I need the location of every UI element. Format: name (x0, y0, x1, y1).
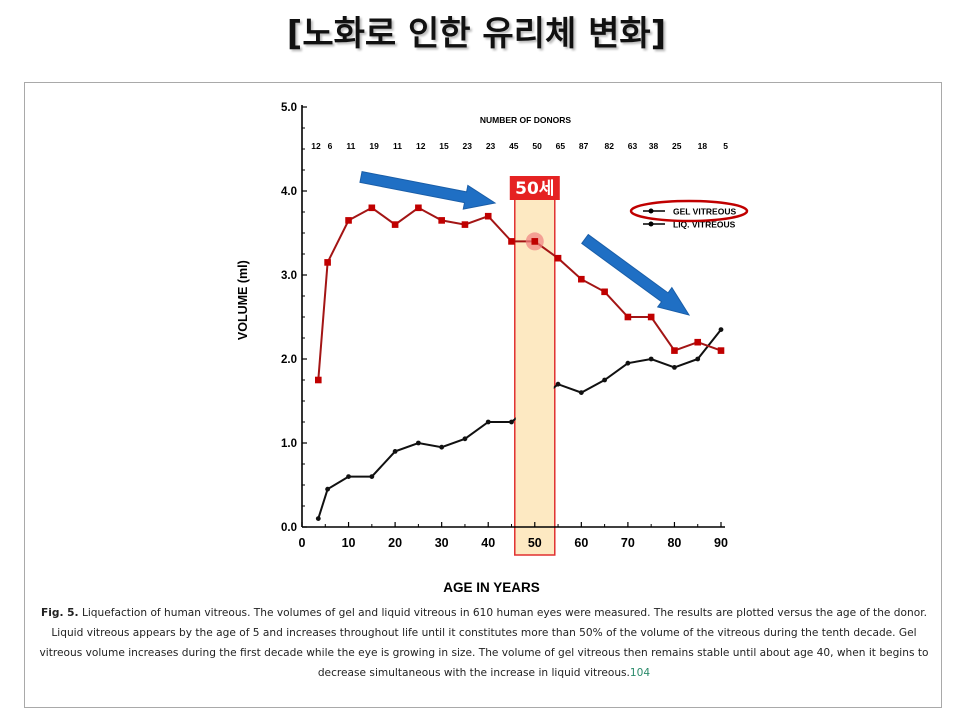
gel-vitreous-point (694, 338, 702, 346)
donor-count: 63 (628, 141, 638, 151)
gel-vitreous-point (624, 313, 632, 321)
gel-vitreous-point (438, 217, 445, 224)
gel-vitreous-point (484, 212, 492, 220)
gel-vitreous-point (415, 204, 422, 212)
x-tick-label: 30 (435, 536, 449, 550)
donor-count: 18 (698, 141, 708, 151)
figure-frame: 50세 0.0 1.0 2.0 3.0 4.0 5.0 0 10 20 30 40 50 60 70 80 90… (24, 82, 942, 708)
gel-vitreous-point (554, 254, 562, 262)
donor-count: 23 (463, 141, 473, 151)
x-tick-label: 0 (299, 536, 306, 550)
down-right-arrow-left-shape (359, 171, 497, 210)
donor-count: 11 (393, 141, 402, 151)
liq-vitreous-point (346, 474, 351, 479)
liq-vitreous-point (325, 486, 331, 492)
liq-vitreous-point (602, 377, 608, 383)
donor-title: NUMBER OF DONORS (480, 115, 571, 125)
liq-vitreous-point (415, 440, 421, 446)
highlight-band-cover (515, 380, 554, 427)
gel-vitreous-point (531, 238, 539, 245)
x-tick-label: 50 (528, 536, 542, 550)
y-tick-label: 2.0 (281, 354, 297, 366)
liq-vitreous-point (578, 390, 584, 395)
gel-vitreous-point (368, 204, 376, 212)
donor-count: 12 (311, 141, 321, 151)
donor-count: 15 (439, 141, 449, 151)
y-tick-label: 0.0 (281, 522, 297, 534)
liq-vitreous-point (392, 449, 398, 454)
gel-vitreous-point (717, 347, 725, 354)
y-tick-label: 3.0 (281, 270, 297, 282)
x-tick-label: 60 (574, 536, 588, 550)
donor-count: 50 (532, 141, 542, 151)
gel-vitreous-point (578, 275, 585, 283)
liq-vitreous-point (315, 516, 321, 521)
x-tick-label: 80 (667, 536, 681, 550)
liq-vitreous-point (462, 436, 468, 442)
caption-fig-label: Fig. 5. (41, 607, 79, 619)
gel-vitreous-point (324, 259, 331, 266)
liq-vitreous-point (672, 365, 677, 370)
donor-count: 5 (723, 141, 728, 151)
legend-gel-label: GEL VITREOUS (673, 207, 736, 217)
caption-text: Liquefaction of human vitreous. The volu… (39, 607, 929, 679)
down-right-arrow-right (581, 233, 691, 316)
liq-vitreous-point (485, 419, 491, 425)
liq-vitreous-point (369, 474, 375, 479)
gel-vitreous-point (647, 313, 655, 321)
x-tick-label: 10 (342, 536, 356, 550)
donor-count: 65 (556, 141, 566, 151)
liq-vitreous-line (317, 328, 722, 519)
donor-count: 11 (346, 141, 355, 151)
gel-vitreous-point (508, 238, 515, 245)
donor-count: 38 (649, 141, 659, 151)
gel-vitreous-point (601, 288, 608, 296)
gel-vitreous-point (314, 376, 322, 384)
highlight-label-box (509, 176, 560, 200)
x-tick-label: 90 (714, 536, 728, 550)
figure-caption: Fig. 5. Liquefaction of human vitreous. … (35, 603, 933, 683)
liq-vitreous-point (509, 419, 514, 425)
y-tick-label: 5.0 (281, 102, 297, 114)
y-axis-title: VOLUME (ml) (236, 260, 250, 340)
legend-gel-marker (648, 208, 654, 214)
donor-count: 87 (579, 141, 589, 151)
legend-liq-marker (648, 221, 654, 227)
gel-vitreous-point (671, 347, 678, 354)
donor-count: 6 (328, 141, 333, 151)
liq-vitreous-point (718, 327, 724, 332)
donor-count: 45 (509, 141, 519, 151)
liq-vitreous-point (555, 381, 561, 387)
x-axis-title: AGE IN YEARS (443, 580, 540, 595)
gel-vitreous-point (391, 221, 399, 228)
highlight-label: 50세 (515, 179, 554, 199)
donor-count: 23 (486, 141, 496, 151)
liq-vitreous-point (648, 356, 654, 362)
highlight-band (514, 197, 556, 556)
donor-count: 19 (369, 141, 379, 151)
gel-vitreous-point (345, 217, 352, 224)
liq-vitreous-point (625, 360, 631, 366)
legend-highlight-ellipse (629, 199, 749, 223)
caption-reference: 104 (629, 667, 651, 679)
slide-title: [노화로 인한 유리체 변화] (286, 14, 667, 54)
down-right-arrow-right-shape (581, 233, 691, 316)
donor-count: 25 (672, 141, 682, 151)
volume-chart: 50세 0.0 1.0 2.0 3.0 4.0 5.0 0 10 20 30 40 50 60 70 80 90… (236, 102, 749, 595)
legend-liq-label: LIQ. VITREOUS (673, 220, 736, 230)
donor-count: 12 (416, 141, 426, 151)
y-tick-label: 1.0 (281, 438, 297, 450)
x-tick-label: 70 (621, 536, 635, 550)
liq-vitreous-point (695, 356, 701, 362)
gel-vitreous-point (461, 221, 469, 228)
down-right-arrow-left (359, 171, 497, 210)
donor-count: 82 (605, 141, 615, 151)
y-tick-label: 4.0 (281, 186, 297, 198)
x-tick-label: 20 (388, 536, 402, 550)
x-tick-label: 40 (481, 536, 495, 550)
liq-vitreous-point (439, 444, 445, 450)
